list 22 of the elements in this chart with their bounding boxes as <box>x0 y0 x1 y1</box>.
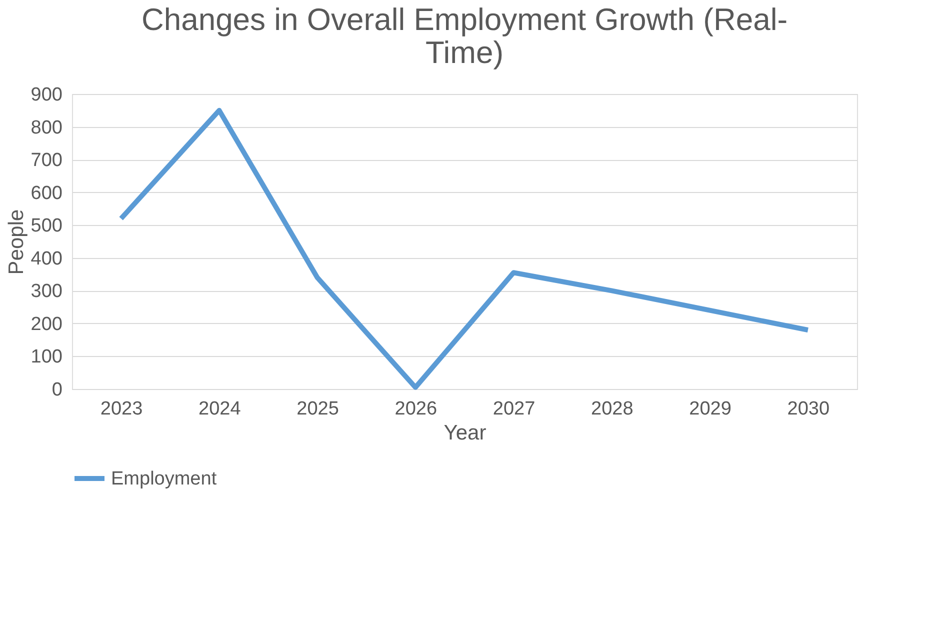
y-tick-label: 200 <box>30 314 62 335</box>
y-tick-label: 600 <box>30 182 62 204</box>
x-tick-label: 2024 <box>198 398 242 420</box>
y-tick-label: 300 <box>30 281 62 302</box>
y-tick-label: 0 <box>52 380 62 400</box>
x-tick-label: 2028 <box>591 398 634 420</box>
y-axis-title: People <box>4 209 28 275</box>
y-tick-label: 100 <box>30 346 62 368</box>
chart-title: Changes in Overall Employment Growth (Real-Time) <box>141 2 788 70</box>
x-tick-label: 2026 <box>394 398 438 420</box>
x-tick-label: 2027 <box>492 398 536 420</box>
x-tick-label: 2029 <box>689 398 732 420</box>
y-tick-label: 500 <box>30 216 62 237</box>
y-tick-label: 800 <box>30 117 62 138</box>
y-tick-label: 700 <box>30 150 62 172</box>
x-tick-label: 2025 <box>296 398 339 420</box>
y-tick-label: 900 <box>30 84 62 106</box>
legend-label: Employment <box>111 468 218 490</box>
x-tick-label: 2023 <box>100 398 143 420</box>
y-tick-label: 400 <box>30 248 62 270</box>
x-tick-label: 2030 <box>787 398 830 420</box>
x-axis-title: Year <box>444 422 486 444</box>
